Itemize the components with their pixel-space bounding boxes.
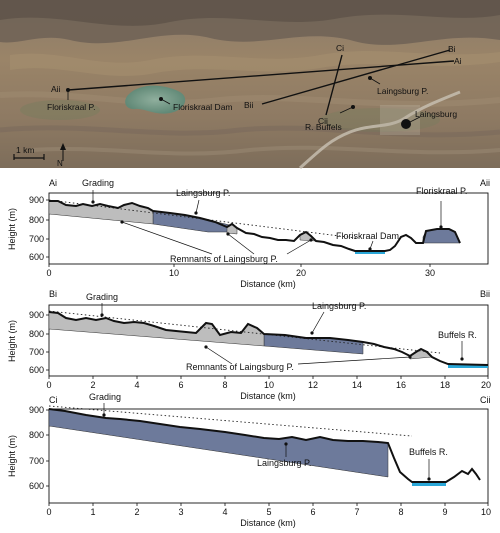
annotation-remnants: Remnants of Laingsburg P. — [186, 362, 294, 372]
map-label-ci: Ci — [336, 43, 344, 53]
ytick-label: 800 — [29, 430, 44, 440]
axes-c — [48, 408, 489, 504]
section-start-label: Ci — [49, 395, 58, 405]
ytick-label: 700 — [29, 234, 44, 244]
xtick-label: 2 — [90, 380, 95, 390]
grading-line-b — [48, 310, 441, 354]
xtick-label: 20 — [296, 268, 306, 278]
xtick-label: 16 — [396, 380, 406, 390]
scale-bar: 1 km — [13, 145, 45, 160]
map-label-laingsburg-p: Laingsburg P. — [377, 86, 428, 96]
ytick-label: 800 — [29, 329, 44, 339]
section-start-label: Bi — [49, 289, 57, 299]
map-label-aii: Aii — [51, 84, 61, 94]
annotation-remnants: Remnants of Laingsburg P. — [170, 254, 278, 264]
xtick-label: 30 — [425, 268, 435, 278]
xtick-label: 0 — [46, 380, 51, 390]
profile-panel-b: 900 800 700 600 0 2 4 6 8 10 12 14 16 18… — [7, 289, 491, 401]
xtick-label: 2 — [134, 507, 139, 517]
annotation-laingsburg-p: Laingsburg P. — [257, 458, 311, 468]
annotation-laingsburg-p: Laingsburg P. — [176, 188, 230, 198]
xtick-label: 10 — [169, 268, 179, 278]
section-start-label: Ai — [49, 178, 57, 188]
map-label-r-buffels: R. Buffels — [305, 122, 342, 132]
xtick-label: 20 — [481, 380, 491, 390]
map-label-floriskraal-p: Floriskraal P. — [47, 102, 96, 112]
ytick-label: 600 — [29, 365, 44, 375]
xtick-label: 4 — [134, 380, 139, 390]
xtick-label: 1 — [90, 507, 95, 517]
ytick-label: 700 — [29, 347, 44, 357]
xtick-label: 4 — [222, 507, 227, 517]
annotation-buffels-r: Buffels R. — [438, 330, 477, 340]
profile-panel-c: 900 800 700 600 0 1 2 3 4 5 6 7 8 9 10 D… — [7, 392, 491, 528]
scale-label: 1 km — [16, 145, 34, 155]
xtick-label: 12 — [308, 380, 318, 390]
annotation-floriskraal-p: Floriskraal P. — [416, 186, 467, 196]
north-arrow-icon: N — [57, 143, 66, 168]
dam-water — [125, 85, 186, 114]
terrain-profile-c — [48, 408, 481, 483]
ytick-label: 600 — [29, 481, 44, 491]
xtick-label: 14 — [352, 380, 362, 390]
axes-b — [48, 304, 489, 377]
x-axis-title: Distance (km) — [240, 518, 296, 528]
pediment-area-c — [48, 408, 389, 478]
xtick-label: 6 — [310, 507, 315, 517]
map-label-ai: Ai — [454, 56, 462, 66]
x-axis-title: Distance (km) — [240, 391, 296, 401]
xtick-label: 0 — [46, 507, 51, 517]
water-b — [448, 364, 488, 368]
xtick-label: 0 — [46, 268, 51, 278]
north-label: N — [57, 159, 63, 168]
xtick-label: 3 — [178, 507, 183, 517]
y-axis-title: Height (m) — [7, 435, 17, 477]
remnant-area-b — [48, 311, 265, 347]
ytick-label: 800 — [29, 215, 44, 225]
xtick-label: 18 — [440, 380, 450, 390]
annotation-buffels-r: Buffels R. — [409, 447, 448, 457]
section-end-label: Bii — [480, 289, 490, 299]
terrain-profile-b — [48, 311, 489, 366]
ytick-label: 600 — [29, 252, 44, 262]
terrain-profile-a — [49, 200, 461, 252]
xtick-label: 6 — [178, 380, 183, 390]
xtick-label: 5 — [266, 507, 271, 517]
transect-lines — [67, 49, 455, 116]
x-axis-title: Distance (km) — [240, 279, 296, 289]
annotation-floriskraal-dam: Floriskraal Dam — [336, 231, 399, 241]
xtick-label: 7 — [354, 507, 359, 517]
ytick-label: 900 — [29, 405, 44, 415]
ytick-label: 700 — [29, 456, 44, 466]
y-axis-title: Height (m) — [7, 208, 17, 250]
water-c — [412, 481, 446, 486]
ytick-label: 900 — [29, 195, 44, 205]
map-pointers — [67, 77, 421, 125]
grading-line-c — [48, 405, 413, 437]
profile-panel-a: 900 800 700 600 0 10 20 30 Distance (km)… — [7, 178, 490, 289]
map-label-cii: Cii — [318, 116, 328, 126]
section-end-label: Cii — [480, 395, 491, 405]
map-label-bii: Bii — [244, 100, 254, 110]
map-label-laingsburg: Laingsburg — [415, 109, 457, 119]
ytick-label: 900 — [29, 310, 44, 320]
xtick-label: 10 — [481, 507, 491, 517]
annotation-grading: Grading — [86, 292, 118, 302]
xtick-label: 10 — [264, 380, 274, 390]
annotation-grading: Grading — [82, 178, 114, 188]
xtick-label: 8 — [398, 507, 403, 517]
map-label-floriskraal-dam: Floriskraal Dam — [173, 102, 233, 112]
annotation-laingsburg-p: Laingsburg P. — [312, 301, 366, 311]
annotation-grading: Grading — [89, 392, 121, 402]
xtick-label: 8 — [222, 380, 227, 390]
axes-a — [48, 192, 489, 265]
y-axis-title: Height (m) — [7, 320, 17, 362]
xtick-label: 9 — [442, 507, 447, 517]
section-end-label: Aii — [480, 178, 490, 188]
satellite-map — [0, 0, 500, 170]
map-label-bi: Bi — [448, 44, 456, 54]
